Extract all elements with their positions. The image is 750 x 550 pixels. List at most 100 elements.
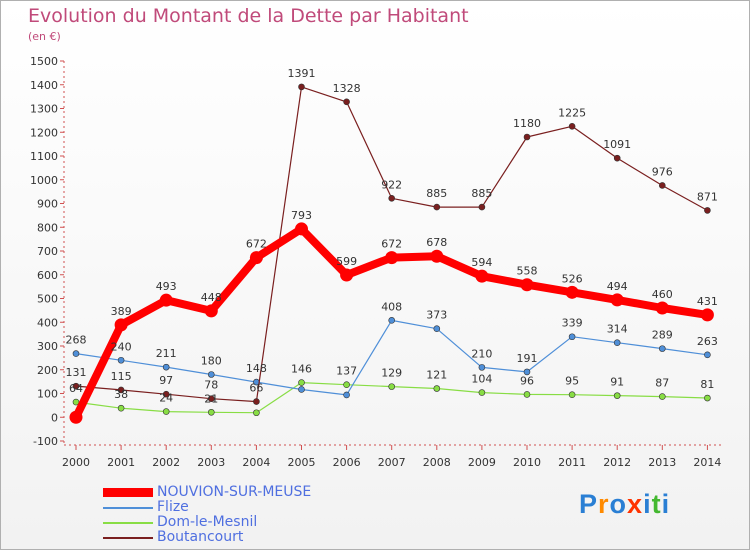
data-point-flize [478,364,486,371]
data-point-boutancourt [523,133,531,141]
data-point-boutancourt [658,182,666,189]
data-label-nouvion-sur-meuse: 793 [291,209,312,222]
y-tick-label: 0 [51,411,58,424]
data-point-boutancourt [388,194,396,202]
data-label-boutancourt: 1225 [558,106,586,119]
data-label-boutancourt: 922 [381,178,402,191]
data-label-flize: 263 [697,335,718,348]
data-point-flize [388,317,396,324]
data-point-nouvion-sur-meuse [295,222,308,236]
data-label-nouvion-sur-meuse: 594 [471,256,492,269]
data-label-nouvion-sur-meuse: 448 [201,291,222,304]
data-point-nouvion-sur-meuse [385,251,399,265]
y-tick-label: 1500 [30,55,58,68]
y-tick-label: 300 [37,340,58,353]
data-point-dom-le-mesnil [162,408,170,415]
data-point-nouvion-sur-meuse [340,268,354,282]
data-label-nouvion-sur-meuse: 672 [381,238,402,251]
data-point-nouvion-sur-meuse [700,308,714,322]
data-label-boutancourt: 1180 [513,117,541,130]
data-point-dom-le-mesnil [388,383,396,390]
legend-label-boutancourt: Boutancourt [157,529,244,545]
x-tick-label: 2014 [693,456,721,469]
proxiti-logo: Proxiti [579,489,670,520]
data-label-nouvion-sur-meuse: 431 [697,295,718,308]
data-label-dom-le-mesnil: 64 [69,382,83,395]
chart-subtitle: (en €) [28,30,61,43]
data-point-nouvion-sur-meuse [114,318,128,332]
y-tick-label: 600 [37,269,58,282]
data-label-flize: 268 [66,334,87,347]
data-label-boutancourt: 131 [66,366,87,379]
data-point-nouvion-sur-meuse [565,285,579,299]
x-tick-label: 2002 [152,456,180,469]
logo-letter: i [661,489,671,519]
data-label-boutancourt: 885 [471,187,492,200]
data-point-flize [298,386,305,393]
x-tick-label: 2005 [288,456,316,469]
data-label-nouvion-sur-meuse: 460 [652,288,673,301]
x-tick-label: 2006 [333,456,361,469]
data-point-flize [162,363,170,371]
data-label-dom-le-mesnil: 95 [565,375,579,388]
data-label-flize: 314 [607,323,628,336]
data-point-boutancourt [343,98,350,106]
data-point-boutancourt [117,386,125,394]
data-point-flize [208,371,215,378]
data-point-flize [568,333,576,341]
data-label-flize: 180 [201,355,222,368]
chart-title: Evolution du Montant de la Dette par Hab… [28,5,469,27]
x-tick-label: 2003 [197,456,225,469]
data-point-dom-le-mesnil [298,379,305,386]
data-label-dom-le-mesnil: 87 [655,377,669,390]
x-tick-label: 2000 [62,456,90,469]
data-label-dom-le-mesnil: 96 [520,374,534,387]
data-point-boutancourt [253,398,260,405]
data-label-boutancourt: 1091 [603,138,631,151]
data-label-dom-le-mesnil: 146 [291,363,312,376]
data-point-nouvion-sur-meuse [655,301,669,315]
data-point-boutancourt [162,390,170,398]
data-point-nouvion-sur-meuse [475,269,489,283]
data-point-boutancourt [298,83,305,91]
data-point-nouvion-sur-meuse [204,304,218,318]
data-point-flize [343,391,350,399]
data-point-flize [523,368,531,376]
x-tick-label: 2007 [378,456,406,469]
y-tick-label: 1300 [30,103,58,116]
data-label-boutancourt: 1391 [288,67,316,80]
legend-swatch-flize [103,507,153,509]
x-tick-label: 2011 [558,456,586,469]
x-tick-label: 2013 [648,456,676,469]
data-label-dom-le-mesnil: 129 [381,367,402,380]
data-label-flize: 240 [111,340,132,353]
data-point-boutancourt [568,123,576,130]
data-label-boutancourt: 78 [204,379,218,392]
data-label-boutancourt: 66 [249,382,263,395]
legend-label-flize: Flize [157,499,189,515]
data-point-dom-le-mesnil [117,404,125,412]
data-point-flize [613,339,621,346]
x-tick-label: 2004 [242,456,270,469]
y-tick-label: 900 [37,198,58,211]
legend-label-dom-le-mesnil: Dom-le-Mesnil [157,514,258,530]
y-tick-label: 700 [37,245,58,258]
data-label-dom-le-mesnil: 38 [114,388,128,401]
data-point-boutancourt [433,203,441,211]
y-tick-label: 1100 [30,150,58,163]
data-label-flize: 211 [156,347,177,360]
data-label-dom-le-mesnil: 104 [471,373,492,386]
data-label-dom-le-mesnil: 91 [610,376,624,389]
data-label-nouvion-sur-meuse: 678 [426,236,447,249]
data-point-nouvion-sur-meuse [159,293,173,307]
data-label-boutancourt: 976 [652,165,673,178]
y-tick-label: 100 [37,388,58,401]
data-label-flize: 339 [562,317,583,330]
x-tick-label: 2012 [603,456,631,469]
data-point-dom-le-mesnil [343,381,350,389]
data-point-flize [704,351,711,359]
data-point-dom-le-mesnil [208,408,215,416]
data-label-flize: 210 [471,347,492,360]
logo-letter: x [627,489,644,519]
y-tick-label: 200 [37,364,58,377]
